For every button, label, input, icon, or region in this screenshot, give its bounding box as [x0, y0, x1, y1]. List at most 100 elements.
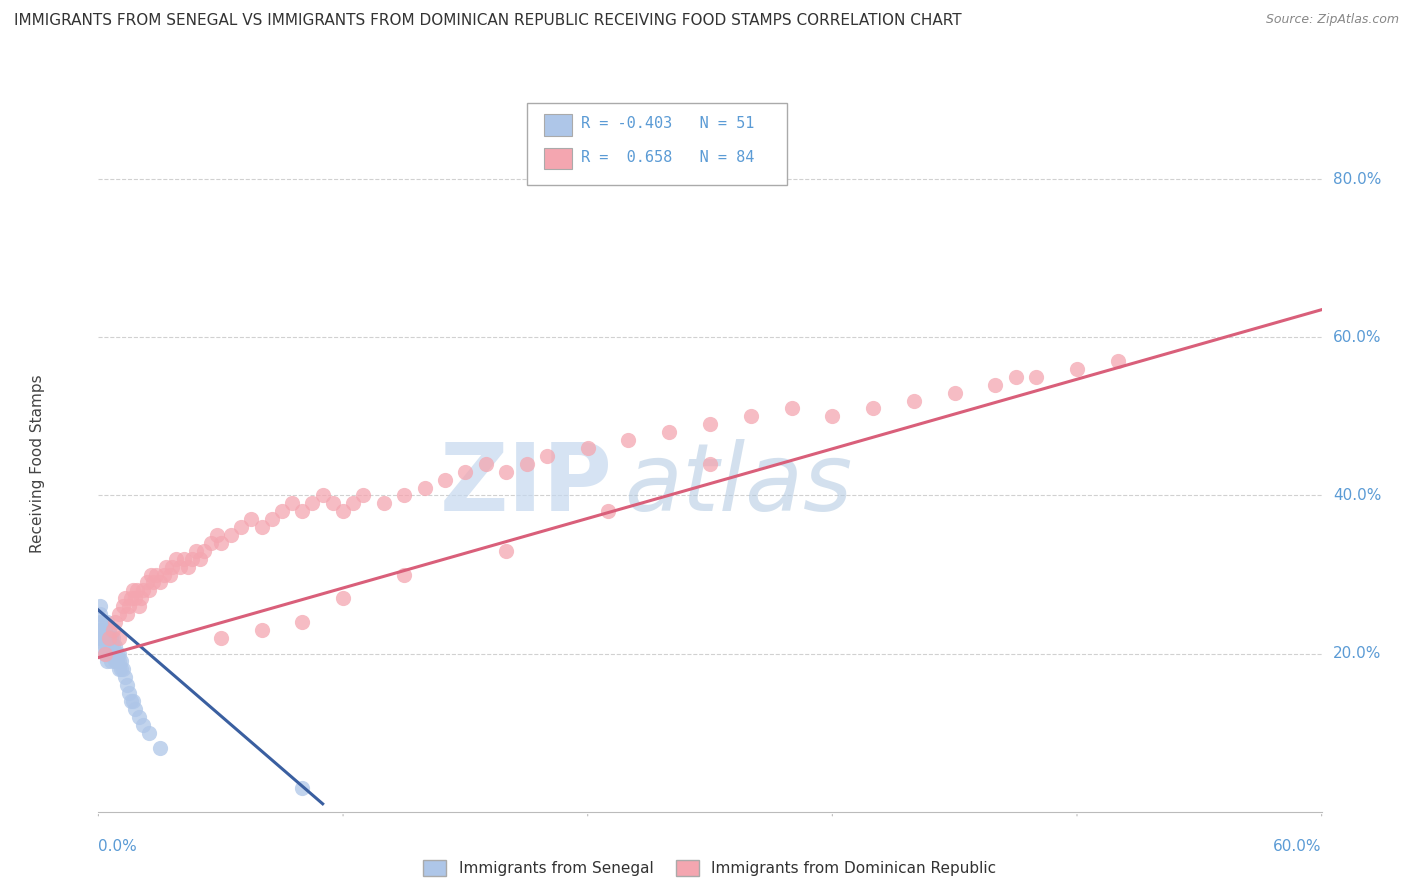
Point [598, 504, 620, 518]
Point [821, 409, 844, 424]
Point [322, 496, 344, 510]
Point [149, 741, 172, 756]
Point [91, 639, 114, 653]
Point [193, 543, 215, 558]
Point [231, 520, 253, 534]
Text: 0.0%: 0.0% [98, 839, 138, 855]
Point [128, 710, 150, 724]
Point [454, 465, 477, 479]
Point [127, 583, 149, 598]
Point [108, 647, 131, 661]
Point [1025, 369, 1047, 384]
Point [104, 655, 127, 669]
Text: R =  0.658   N = 84: R = 0.658 N = 84 [581, 151, 754, 165]
Point [105, 647, 128, 661]
Point [160, 559, 183, 574]
Point [122, 694, 145, 708]
Point [617, 433, 640, 447]
Point [110, 655, 132, 669]
Point [149, 575, 172, 590]
Point [115, 607, 138, 621]
Point [281, 496, 304, 510]
Point [91, 631, 114, 645]
Point [342, 496, 364, 510]
Point [392, 567, 416, 582]
Point [128, 599, 150, 614]
Point [141, 567, 163, 582]
Point [91, 623, 114, 637]
Point [699, 417, 721, 432]
Text: 40.0%: 40.0% [1333, 488, 1381, 503]
Point [177, 559, 200, 574]
Text: atlas: atlas [624, 439, 852, 530]
Point [104, 639, 127, 653]
Point [200, 536, 222, 550]
Point [96, 631, 118, 645]
Point [434, 473, 457, 487]
Text: 20.0%: 20.0% [1333, 646, 1381, 661]
Point [108, 655, 131, 669]
Text: ZIP: ZIP [439, 439, 612, 531]
Point [209, 536, 232, 550]
Point [250, 623, 273, 637]
Point [96, 639, 118, 653]
Point [120, 591, 142, 606]
Point [93, 639, 115, 653]
Point [89, 623, 111, 637]
Point [136, 575, 159, 590]
Point [120, 694, 142, 708]
Point [576, 441, 599, 455]
Point [96, 647, 118, 661]
Point [105, 655, 128, 669]
Point [108, 662, 131, 676]
Point [138, 725, 160, 739]
Point [89, 599, 111, 614]
Point [97, 631, 120, 645]
Point [101, 647, 124, 661]
Point [129, 591, 152, 606]
Point [658, 425, 681, 440]
Point [536, 449, 558, 463]
Point [740, 409, 762, 424]
Point [100, 655, 122, 669]
Point [114, 591, 136, 606]
Point [474, 457, 498, 471]
Point [104, 615, 127, 629]
Point [209, 631, 232, 645]
Text: 60.0%: 60.0% [1333, 330, 1381, 345]
Point [93, 631, 115, 645]
Point [240, 512, 263, 526]
Point [181, 551, 204, 566]
Point [122, 583, 145, 598]
Point [97, 647, 120, 661]
Point [89, 615, 111, 629]
Point [114, 670, 136, 684]
Point [312, 488, 335, 502]
Point [699, 457, 721, 471]
Point [101, 623, 124, 637]
Point [100, 631, 122, 645]
Point [93, 623, 115, 637]
Point [96, 655, 118, 669]
Point [118, 686, 141, 700]
Point [352, 488, 374, 502]
Text: R = -0.403   N = 51: R = -0.403 N = 51 [581, 117, 754, 131]
Point [96, 615, 118, 629]
Point [111, 662, 134, 676]
Point [862, 401, 884, 416]
Point [173, 551, 195, 566]
Point [1107, 354, 1129, 368]
Point [97, 639, 120, 653]
Point [159, 567, 181, 582]
Point [1066, 362, 1088, 376]
Point [110, 662, 132, 676]
Text: 80.0%: 80.0% [1333, 172, 1381, 186]
Point [97, 631, 120, 645]
Point [124, 702, 146, 716]
Point [373, 496, 395, 510]
Point [270, 504, 294, 518]
Point [101, 631, 124, 645]
Point [188, 551, 212, 566]
Point [219, 528, 242, 542]
Point [111, 599, 134, 614]
